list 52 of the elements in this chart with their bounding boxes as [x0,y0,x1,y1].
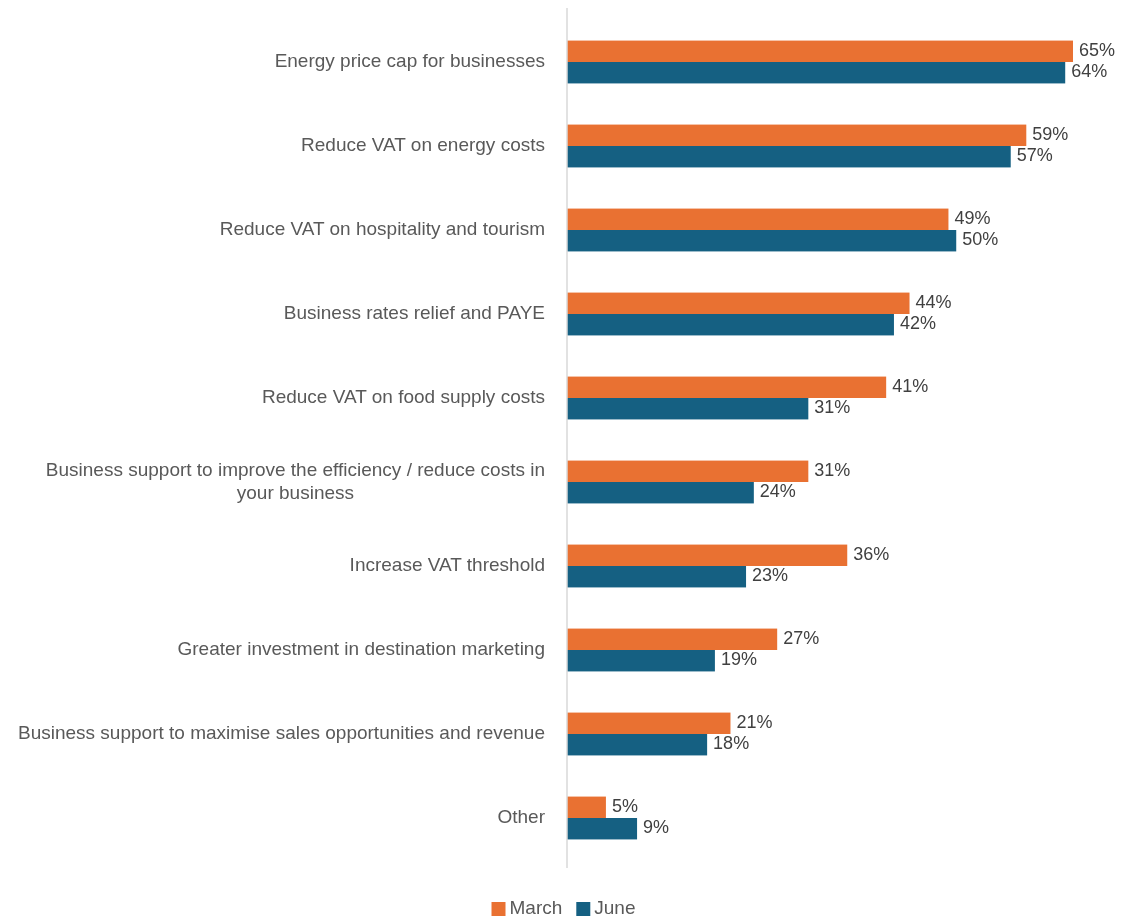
bar [567,796,606,818]
bar [567,566,747,588]
data-label: 59% [1032,124,1069,145]
data-label: 24% [759,481,796,502]
bar [567,482,754,504]
bar [567,208,949,230]
data-label: 19% [720,649,757,670]
y-tick-label: Reduce VAT on energy costs [301,134,545,156]
bar [567,650,715,672]
y-tick-label: Other [497,806,546,828]
bar [567,230,957,252]
bar [567,314,894,336]
bar [567,376,887,398]
data-label: 44% [915,292,952,313]
bar [567,398,809,420]
data-label: 50% [962,229,999,250]
data-label: 49% [954,208,991,229]
y-tick-label: Reduce VAT on food supply costs [261,386,545,408]
bar [567,62,1066,84]
data-label: 21% [736,712,773,733]
legend-label: March [509,897,563,919]
data-label: 23% [752,565,789,586]
data-label: 31% [814,397,851,418]
data-label: 65% [1079,40,1116,61]
y-tick-label: Greater investment in destination marketing [177,638,545,660]
data-label: 9% [643,817,670,838]
data-label: 31% [814,460,851,481]
bar [567,146,1011,168]
y-tick-label: Energy price cap for businesses [274,50,545,72]
bar [567,40,1073,62]
data-label: 18% [713,733,750,754]
bar [567,124,1027,146]
bar [567,460,809,482]
y-tick-label: Increase VAT threshold [349,554,545,576]
data-label: 36% [853,544,890,565]
y-tick-label: Business support to improve the efficiency / reduce costs in your business [45,458,546,503]
y-tick-label: Business support to maximise sales opportunities and revenue [17,722,545,744]
bar [567,544,848,566]
bar [567,734,708,756]
y-tick-label: Reduce VAT on hospitality and tourism [219,218,545,240]
legend-label: June [594,897,636,919]
data-label: 5% [611,796,638,817]
bar [567,818,638,840]
data-label: 57% [1016,145,1053,166]
data-label: 42% [899,313,936,334]
bar [567,712,731,734]
bar [567,628,778,650]
data-label: 64% [1071,61,1108,82]
data-label: 27% [783,628,820,649]
y-tick-label: Business rates relief and PAYE [283,302,545,324]
bar [567,292,910,314]
data-label: 41% [892,376,929,397]
